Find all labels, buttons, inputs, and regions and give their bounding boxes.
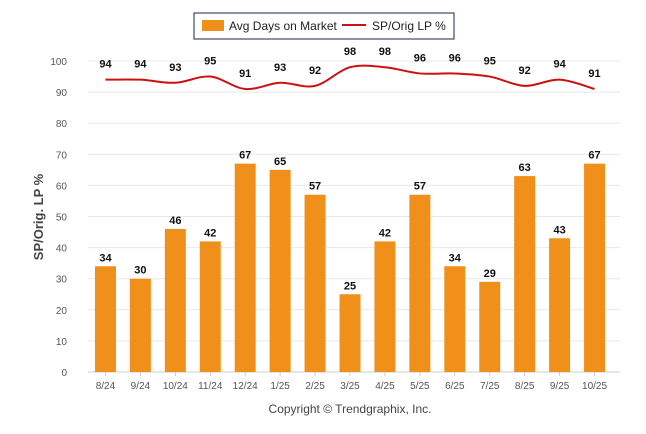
x-tick-label: 8/25: [515, 381, 535, 392]
line-data-label: 91: [588, 68, 600, 80]
y-tick-label: 100: [50, 57, 67, 68]
y-tick-label: 50: [56, 213, 68, 224]
x-tick-label: 10/25: [582, 381, 607, 392]
bar: [304, 194, 326, 372]
line-data-label: 98: [379, 46, 391, 58]
line-data-label: 91: [239, 68, 251, 80]
bar: [164, 228, 186, 372]
bar: [269, 169, 291, 372]
bar: [339, 294, 361, 372]
legend-label-line: SP/Orig LP %: [372, 19, 446, 33]
bar: [514, 176, 536, 372]
line-data-label: 96: [414, 52, 426, 64]
bar: [374, 241, 396, 372]
legend-swatch-bar: [202, 20, 224, 31]
x-tick-label: 3/25: [340, 381, 360, 392]
line-data-label: 98: [344, 46, 356, 58]
line-data-label: 93: [274, 62, 286, 74]
copyright-text: Copyright © Trendgraphix, Inc.: [269, 402, 432, 416]
x-tick-label: 11/24: [198, 381, 223, 392]
line-data-label: 96: [449, 52, 461, 64]
bar-data-label: 34: [99, 252, 112, 264]
bar: [199, 241, 221, 372]
line-data-label: 94: [553, 59, 566, 71]
x-axis-ticks: 8/24 9/24 10/24 11/24 12/24 1/25 2/25 3/25 4/25 5…: [96, 372, 607, 392]
bar-data-label: 42: [379, 227, 391, 239]
x-tick-label: 8/24: [96, 381, 116, 392]
bar-data-label: 65: [274, 156, 286, 168]
y-axis-ticks: 0 10 20 30 40 50 60 70 80 90 100: [50, 57, 67, 379]
x-tick-label: 7/25: [480, 381, 500, 392]
y-tick-label: 40: [56, 244, 68, 255]
y-tick-label: 30: [56, 275, 68, 286]
line-data-labels: 94 94 93 95 91 93 92 98 98 96 96 95 92 94 91: [99, 46, 600, 80]
y-tick-label: 20: [56, 306, 68, 317]
bar-data-labels: 34 30 46 42 67 65 57 25 42 57 34 29 63 43 67: [99, 150, 600, 293]
x-tick-label: 5/25: [410, 381, 430, 392]
line-data-label: 92: [519, 65, 531, 77]
bar: [234, 163, 256, 372]
y-tick-label: 0: [61, 368, 67, 379]
bar-data-label: 30: [134, 265, 146, 277]
y-tick-label: 80: [56, 119, 68, 130]
legend: Avg Days on Market SP/Orig LP %: [193, 12, 455, 40]
bar-data-label: 63: [519, 162, 531, 174]
bar: [549, 238, 571, 372]
line-data-label: 95: [484, 56, 496, 68]
bar: [409, 194, 431, 372]
bar-data-label: 42: [204, 227, 216, 239]
x-tick-label: 4/25: [375, 381, 395, 392]
x-tick-label: 10/24: [163, 381, 188, 392]
y-tick-label: 60: [56, 181, 68, 192]
bar: [444, 266, 466, 372]
line-series: [105, 64, 595, 91]
y-tick-label: 90: [56, 88, 68, 99]
x-tick-label: 9/24: [131, 381, 151, 392]
bar-data-label: 67: [239, 150, 251, 162]
line-data-label: 92: [309, 65, 321, 77]
line-data-label: 94: [99, 59, 112, 71]
y-tick-label: 70: [56, 150, 68, 161]
bar-data-label: 67: [588, 150, 600, 162]
bar-data-label: 29: [484, 268, 496, 280]
x-tick-label: 9/25: [550, 381, 570, 392]
bar: [129, 278, 151, 372]
line-data-label: 94: [134, 59, 147, 71]
x-tick-label: 2/25: [305, 381, 325, 392]
legend-box: [193, 12, 455, 40]
bar-series: [94, 163, 606, 372]
x-tick-label: 12/24: [233, 381, 258, 392]
bar: [94, 266, 116, 372]
bar-data-label: 57: [414, 181, 426, 193]
line-data-label: 95: [204, 56, 216, 68]
bar-data-label: 34: [449, 252, 462, 264]
legend-label-bar: Avg Days on Market: [229, 19, 337, 33]
bar-data-label: 25: [344, 280, 356, 292]
line-series-path: [105, 64, 595, 91]
x-tick-label: 6/25: [445, 381, 465, 392]
bar: [584, 163, 606, 372]
y-axis-label: SP/Orig. LP %: [31, 173, 46, 260]
bar-data-label: 57: [309, 181, 321, 193]
bar-data-label: 46: [169, 215, 181, 227]
y-tick-label: 10: [56, 337, 68, 348]
x-tick-label: 1/25: [270, 381, 290, 392]
bar-data-label: 43: [553, 224, 565, 236]
bar: [479, 281, 501, 372]
line-data-label: 93: [169, 62, 181, 74]
